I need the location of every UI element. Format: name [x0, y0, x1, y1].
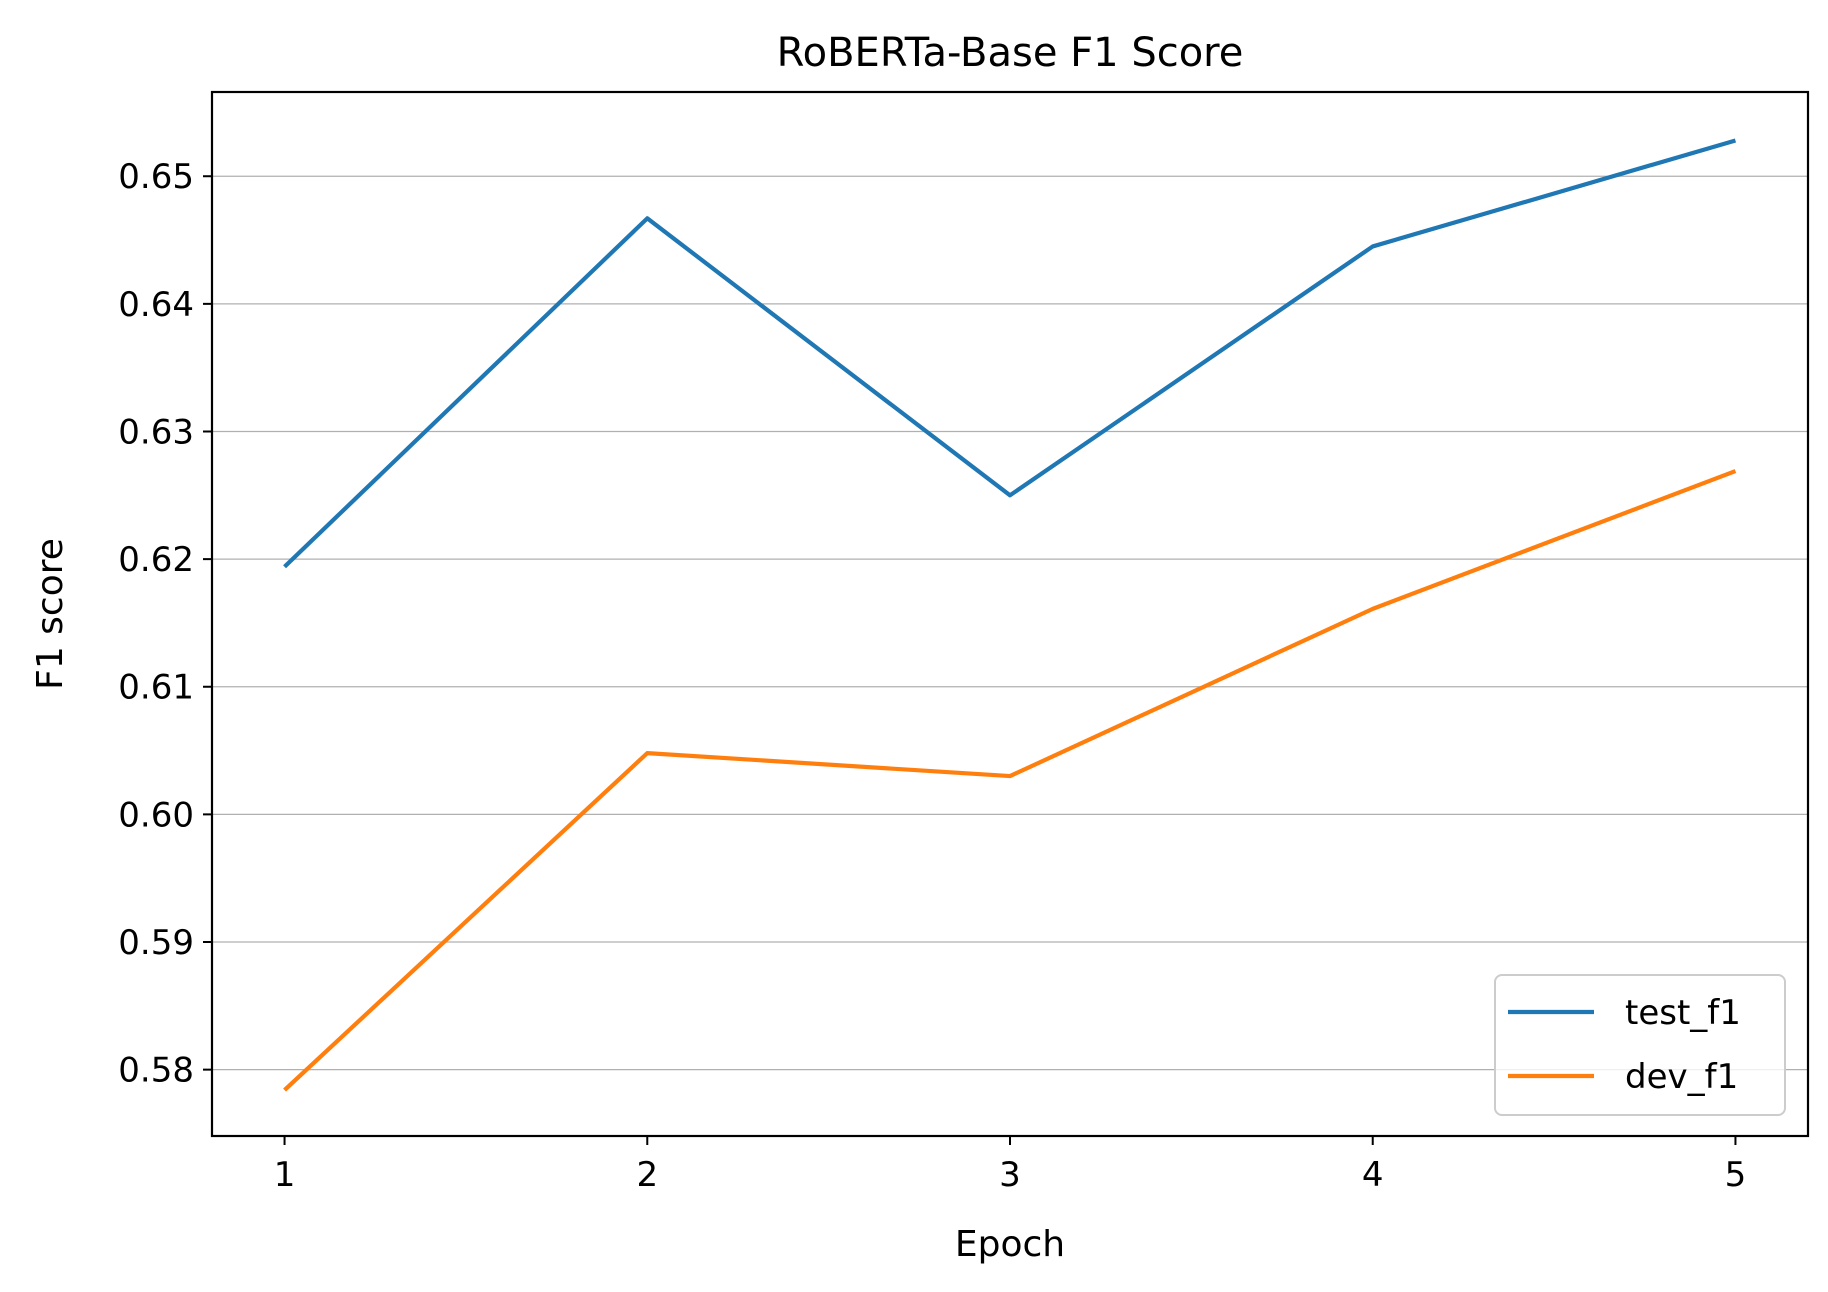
y-tick-label: 0.60: [118, 795, 194, 835]
legend-label: test_f1: [1625, 993, 1741, 1033]
x-axis-label: Epoch: [955, 1224, 1065, 1265]
y-tick-label: 0.64: [118, 285, 194, 325]
y-tick-label: 0.61: [118, 668, 194, 708]
y-axis-ticks: 0.58 0.59 0.60 0.61 0.62 0.63 0.64 0.65: [118, 157, 212, 1091]
gridlines: [212, 175, 1808, 1071]
x-tick-label: 1: [274, 1155, 296, 1195]
series-line-dev-f1: [283, 469, 1737, 1092]
legend: test_f1 dev_f1: [1494, 974, 1786, 1116]
series-line-test-f1: [283, 138, 1737, 569]
chart-title: RoBERTa-Base F1 Score: [777, 30, 1244, 76]
y-tick-label: 0.58: [118, 1051, 194, 1091]
legend-label: dev_f1: [1625, 1057, 1738, 1097]
x-tick-label: 3: [999, 1155, 1021, 1195]
y-tick-label: 0.65: [118, 157, 194, 197]
x-axis-ticks: 1 2 3 4 5: [274, 1136, 1747, 1195]
y-tick-label: 0.59: [118, 923, 194, 963]
x-tick-label: 2: [636, 1155, 658, 1195]
y-tick-label: 0.63: [118, 412, 194, 452]
series-lines: [283, 138, 1737, 1092]
y-axis-label: F1 score: [30, 538, 71, 690]
x-tick-label: 5: [1725, 1155, 1747, 1195]
x-tick-label: 4: [1362, 1155, 1384, 1195]
y-tick-label: 0.62: [118, 540, 194, 580]
